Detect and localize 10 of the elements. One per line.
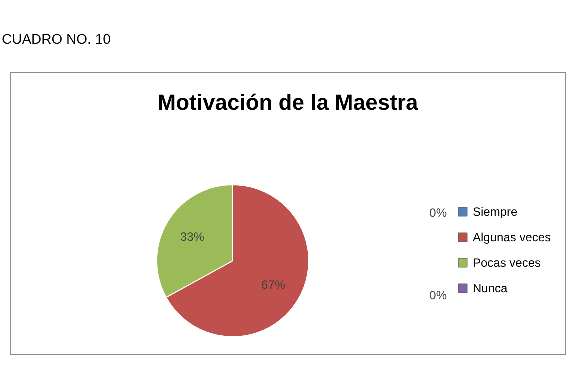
- text: 0%: [430, 206, 447, 220]
- text: 0%: [430, 288, 447, 302]
- text: CUADRO NO. 10: [2, 31, 111, 47]
- legend-label: Nunca: [473, 282, 508, 296]
- data-label: 33%: [180, 230, 205, 244]
- chart-title: Motivación de la Maestra: [158, 90, 419, 115]
- legend-label: Siempre: [473, 205, 518, 219]
- legend-label: Algunas veces: [473, 230, 552, 244]
- data-label: 67%: [262, 278, 286, 292]
- legend-label: Pocas veces: [473, 256, 542, 270]
